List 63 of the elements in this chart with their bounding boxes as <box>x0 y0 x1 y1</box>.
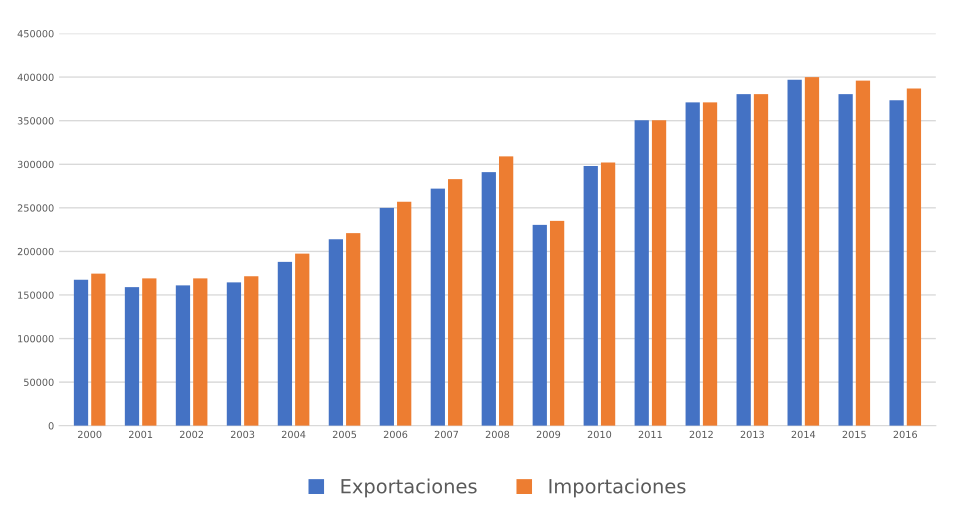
bar <box>91 274 106 426</box>
bar <box>448 179 462 426</box>
x-tick-label: 2008 <box>486 430 510 438</box>
y-tick-label: 0 <box>48 422 54 430</box>
x-tick-label: 2001 <box>128 430 152 438</box>
bar <box>176 285 190 426</box>
bar <box>804 77 820 426</box>
bar <box>482 172 496 426</box>
bar <box>856 80 870 426</box>
x-tick-label: 2016 <box>894 430 918 438</box>
bar <box>74 280 88 426</box>
bar <box>295 254 310 426</box>
x-tick-label: 2000 <box>78 430 102 438</box>
y-tick-label: 400000 <box>18 74 54 81</box>
bar <box>788 80 802 426</box>
y-tick-label: 100000 <box>18 335 54 342</box>
bar <box>430 188 445 426</box>
bar <box>142 278 156 426</box>
bar <box>906 88 922 426</box>
bar <box>550 220 564 426</box>
bar <box>346 233 360 426</box>
bar <box>278 262 292 426</box>
bar <box>380 208 394 426</box>
y-tick-label: 200000 <box>18 248 54 256</box>
x-tick-label: 2011 <box>638 430 662 438</box>
y-tick-label: 300000 <box>18 160 54 168</box>
y-tick-label: 450000 <box>18 30 54 38</box>
bar <box>600 162 616 426</box>
bar <box>754 94 768 426</box>
x-tick-label: 2013 <box>740 430 764 438</box>
bar <box>328 239 344 426</box>
bar <box>584 166 598 426</box>
bar <box>226 282 242 426</box>
bar <box>193 278 208 426</box>
x-tick-label: 2006 <box>384 430 408 438</box>
y-tick-label: 250000 <box>18 204 54 212</box>
x-tick-label: 2007 <box>434 430 458 438</box>
bar <box>397 202 412 426</box>
bar <box>124 287 140 426</box>
bar <box>686 102 700 426</box>
bar <box>736 94 751 426</box>
bar <box>498 156 514 426</box>
bar <box>838 94 853 426</box>
legend-label: Exportaciones <box>342 478 477 498</box>
y-tick-label: 350000 <box>18 117 54 125</box>
bar <box>244 276 258 426</box>
x-tick-label: 2004 <box>282 430 306 438</box>
bar <box>532 224 547 426</box>
legend-label: Importaciones <box>549 478 686 498</box>
x-tick-label: 2012 <box>690 430 713 438</box>
x-tick-label: 2014 <box>792 430 816 438</box>
bar <box>889 100 904 426</box>
x-tick-label: 2009 <box>536 430 560 438</box>
x-tick-label: 2015 <box>842 430 866 438</box>
y-tick-label: 150000 <box>18 291 54 299</box>
x-tick-label: 2002 <box>180 430 204 438</box>
bar <box>702 102 718 426</box>
x-tick-label: 2005 <box>332 430 356 438</box>
bar <box>652 120 666 426</box>
x-tick-label: 2010 <box>588 430 612 438</box>
y-tick-label: 50000 <box>24 378 54 386</box>
x-tick-label: 2003 <box>230 430 254 438</box>
bar <box>634 120 649 426</box>
